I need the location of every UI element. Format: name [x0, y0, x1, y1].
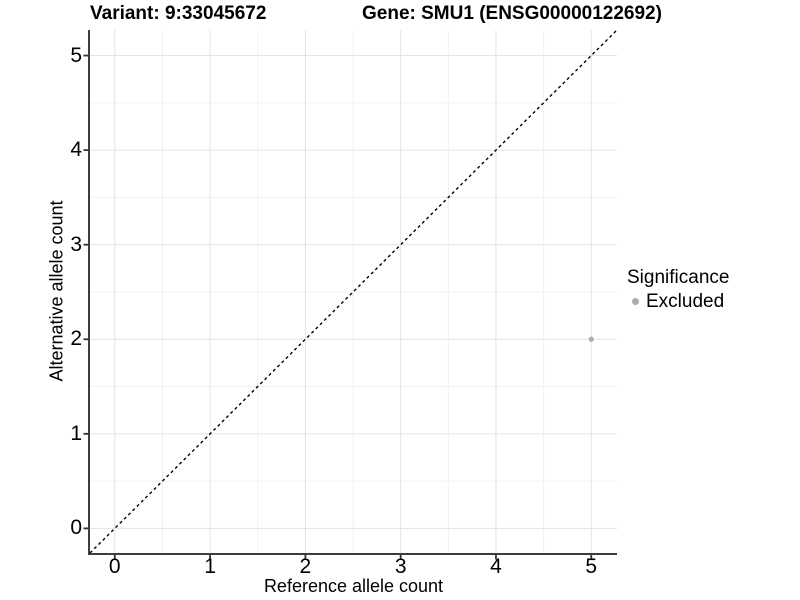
y-tick-label: 1	[70, 421, 82, 445]
legend: Significance Excluded	[627, 266, 729, 312]
x-tick-label: 2	[299, 555, 312, 578]
data-point	[588, 336, 594, 342]
x-tick-label: 0	[108, 555, 121, 578]
x-tick-label: 1	[204, 555, 216, 578]
variant-title: Variant: 9:33045672	[90, 3, 267, 24]
legend-item-excluded: Excluded	[627, 291, 729, 312]
x-tick-label: 4	[490, 555, 502, 578]
y-axis-title: Alternative allele count	[46, 200, 67, 382]
y-tick-label: 2	[70, 327, 82, 351]
gene-title: Gene: SMU1 (ENSG00000122692)	[362, 3, 662, 24]
y-tick-label: 4	[70, 138, 82, 162]
legend-item-label: Excluded	[646, 291, 725, 312]
legend-point-swatch	[632, 298, 639, 305]
x-axis-title: Reference allele count	[263, 576, 444, 596]
y-tick-label: 0	[70, 516, 82, 540]
legend-title: Significance	[627, 267, 730, 288]
y-tick-label: 5	[70, 43, 82, 67]
x-tick-label: 3	[394, 555, 407, 578]
x-tick-label: 5	[585, 555, 598, 578]
y-tick-label: 3	[70, 232, 82, 256]
identity-line	[89, 29, 618, 554]
